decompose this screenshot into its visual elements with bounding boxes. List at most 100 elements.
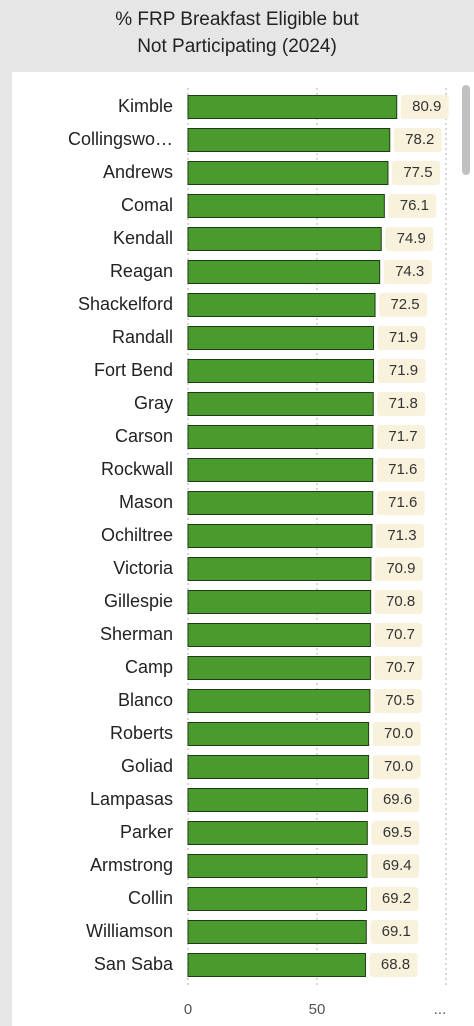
value-label-box bbox=[377, 359, 426, 383]
value-label: 70.0 bbox=[384, 725, 413, 742]
y-tick-label: Mason bbox=[119, 492, 173, 512]
value-label-box bbox=[371, 854, 420, 878]
value-label-box bbox=[372, 722, 421, 746]
value-label-box bbox=[369, 953, 418, 977]
y-tick-label: Andrews bbox=[103, 162, 173, 182]
bar bbox=[187, 821, 368, 845]
bar bbox=[187, 326, 375, 350]
value-label-box bbox=[374, 557, 423, 581]
x-tick-label: 50 bbox=[309, 1001, 326, 1018]
value-label-box bbox=[385, 227, 434, 251]
value-label-box bbox=[374, 623, 423, 647]
y-tick-label: Fort Bend bbox=[94, 360, 173, 380]
value-label-box bbox=[370, 887, 419, 911]
y-tick-label: Comal bbox=[121, 195, 173, 215]
value-label: 70.7 bbox=[386, 626, 415, 643]
value-label: 71.6 bbox=[388, 494, 417, 511]
y-tick-label: Reagan bbox=[110, 261, 173, 281]
y-tick-label: Ochiltree bbox=[101, 525, 173, 545]
y-tick-label: Victoria bbox=[113, 558, 174, 578]
bar bbox=[187, 755, 370, 779]
bar bbox=[187, 623, 371, 647]
value-label: 76.1 bbox=[400, 197, 429, 214]
y-tick-label: Collingswo… bbox=[68, 129, 173, 149]
y-tick-label: Lampasas bbox=[90, 789, 173, 809]
value-label-box bbox=[370, 920, 419, 944]
value-label: 69.6 bbox=[383, 791, 412, 808]
value-label: 70.0 bbox=[384, 758, 413, 775]
y-tick-label: Blanco bbox=[118, 690, 173, 710]
y-tick-label: Kendall bbox=[113, 228, 173, 248]
y-tick-label: Shackelford bbox=[78, 294, 173, 314]
value-label: 71.9 bbox=[389, 329, 418, 346]
bar bbox=[187, 227, 382, 251]
value-label-box bbox=[377, 326, 426, 350]
value-label: 70.5 bbox=[385, 692, 414, 709]
value-label: 78.2 bbox=[405, 131, 434, 148]
bar bbox=[187, 920, 367, 944]
bar bbox=[187, 161, 389, 185]
y-tick-label: Camp bbox=[125, 657, 173, 677]
chart-title-line1: % FRP Breakfast Eligible but bbox=[115, 9, 359, 30]
value-label-box bbox=[383, 260, 432, 284]
value-label: 70.8 bbox=[386, 593, 415, 610]
value-label: 71.6 bbox=[388, 461, 417, 478]
y-tick-label: Sherman bbox=[100, 624, 173, 644]
bar bbox=[187, 887, 368, 911]
value-label-box bbox=[372, 755, 421, 779]
y-tick-label: Armstrong bbox=[90, 855, 173, 875]
value-label-box bbox=[373, 689, 422, 713]
bar bbox=[187, 854, 368, 878]
value-label-box bbox=[374, 590, 423, 614]
bar bbox=[187, 524, 373, 548]
bar bbox=[187, 194, 385, 218]
bar bbox=[187, 722, 370, 746]
bar bbox=[187, 458, 374, 482]
bar bbox=[187, 656, 371, 680]
bar bbox=[187, 425, 374, 449]
value-label-box bbox=[375, 524, 424, 548]
value-label-box bbox=[400, 95, 449, 119]
value-label: 77.5 bbox=[403, 164, 432, 181]
scrollbar[interactable] bbox=[462, 85, 470, 175]
value-label-box bbox=[376, 491, 425, 515]
y-tick-label: Goliad bbox=[121, 756, 173, 776]
y-tick-label: Collin bbox=[128, 888, 173, 908]
value-label-box bbox=[376, 425, 425, 449]
value-label-box bbox=[388, 194, 437, 218]
value-label-box bbox=[371, 821, 420, 845]
y-tick-label: Rockwall bbox=[101, 459, 173, 479]
y-tick-label: Randall bbox=[112, 327, 173, 347]
value-label: 74.3 bbox=[395, 263, 424, 280]
bar bbox=[187, 590, 372, 614]
value-label: 74.9 bbox=[397, 230, 426, 247]
bar bbox=[187, 95, 398, 119]
value-label: 72.5 bbox=[390, 296, 419, 313]
chart-title-line2: Not Participating (2024) bbox=[137, 36, 337, 57]
value-label: 69.5 bbox=[383, 824, 412, 841]
bar bbox=[187, 128, 391, 152]
x-tick-label: ... bbox=[434, 1001, 447, 1018]
value-label-box bbox=[374, 656, 423, 680]
value-label: 70.7 bbox=[386, 659, 415, 676]
bar bbox=[187, 953, 367, 977]
value-label: 71.9 bbox=[389, 362, 418, 379]
value-label-box bbox=[391, 161, 440, 185]
value-label-box bbox=[371, 788, 420, 812]
bar bbox=[187, 392, 374, 416]
value-label: 69.2 bbox=[382, 890, 411, 907]
bar bbox=[187, 359, 375, 383]
value-label: 69.4 bbox=[382, 857, 411, 874]
bar bbox=[187, 491, 374, 515]
bar bbox=[187, 557, 372, 581]
y-tick-label: Williamson bbox=[86, 921, 173, 941]
value-label: 71.7 bbox=[388, 428, 417, 445]
value-label: 69.1 bbox=[382, 923, 411, 940]
y-tick-label: San Saba bbox=[94, 954, 174, 974]
value-label-box bbox=[377, 392, 426, 416]
y-tick-label: Gray bbox=[134, 393, 173, 413]
value-label: 71.8 bbox=[389, 395, 418, 412]
y-tick-label: Carson bbox=[115, 426, 173, 446]
bar bbox=[187, 788, 369, 812]
